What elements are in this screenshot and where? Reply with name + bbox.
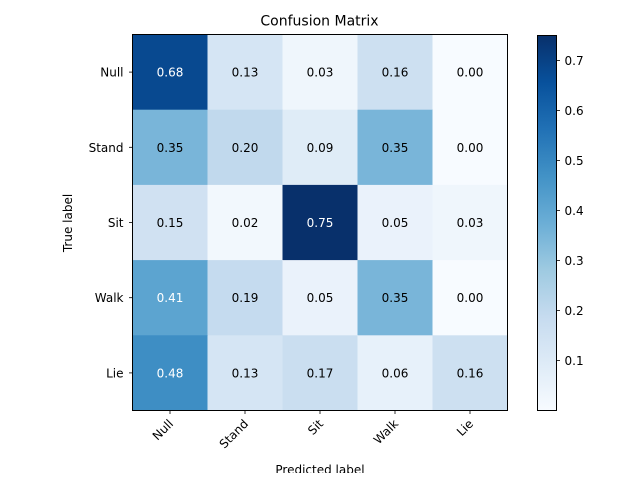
heatmap-cell [132,335,208,411]
cell-value-label: 0.16 [457,366,484,380]
cell-value-label: 0.13 [232,366,259,380]
cell-value-label: 0.13 [232,66,259,80]
cell-value-label: 0.35 [157,141,184,155]
cell-value-label: 0.05 [307,291,334,305]
heatmap-cell [207,109,283,186]
heatmap-cell [282,34,358,111]
heatmap-cell [282,184,358,261]
heatmap-cell [357,34,433,111]
cell-value-label: 0.09 [307,141,334,155]
heatmap-cell [132,34,208,111]
heatmap-cell [432,34,508,111]
colorbar-tick-label: 0.6 [565,104,584,118]
heatmap-cell [282,335,358,411]
cell-value-label: 0.02 [232,216,259,230]
colorbar [537,35,557,411]
x-tick-label: Walk [371,417,401,447]
cell-value-label: 0.16 [382,66,409,80]
heatmap-cells [132,34,508,411]
heatmap-cell [207,184,283,261]
chart-title: Confusion Matrix [260,14,378,30]
cell-value-label: 0.03 [307,66,334,80]
heatmap-cell [357,335,433,411]
heatmap-cell [432,184,508,261]
heatmap-cell [432,260,508,336]
heatmap-cell [282,260,358,336]
colorbar-tick-label: 0.5 [565,154,584,168]
heatmap-cell [432,335,508,411]
y-tick-label: Stand [89,141,124,155]
colorbar-tick-label: 0.3 [565,254,584,268]
heatmap-cell [357,184,433,261]
cell-value-label: 0.06 [382,366,409,380]
x-tick-label: Stand [217,417,252,452]
cell-value-label: 0.00 [457,291,484,305]
colorbar-tick-label: 0.1 [565,354,584,368]
colorbar-tick-label: 0.2 [565,304,584,318]
heatmap-cell [357,260,433,336]
cell-value-label: 0.20 [232,141,259,155]
heatmap-cell [132,184,208,261]
y-axis-ticks: Null Stand Sit Walk Lie [89,66,133,380]
heatmap-cell [282,109,358,186]
y-axis-label: True label [61,194,75,253]
cell-value-label: 0.68 [157,66,184,80]
y-tick-label: Lie [106,366,123,380]
heatmap-cell [432,109,508,186]
y-tick-label: Null [100,66,123,80]
cell-value-label: 0.48 [157,366,184,380]
heatmap-cell [207,34,283,111]
x-tick-label: Lie [454,417,476,439]
cell-value-label: 0.05 [382,216,409,230]
heatmap-cell [132,109,208,186]
x-axis-label: Predicted label [275,463,364,473]
colorbar-ticks: 0.1 0.2 0.3 0.4 0.5 0.6 0.7 [556,54,584,368]
cell-value-label: 0.35 [382,141,409,155]
cell-value-label: 0.17 [307,366,334,380]
x-tick-label: Sit [305,417,326,438]
cell-value-label: 0.15 [157,216,184,230]
heatmap-cell [132,260,208,336]
x-tick-label: Null [150,417,176,443]
colorbar-tick-label: 0.4 [565,204,584,218]
cell-value-label: 0.00 [457,141,484,155]
y-tick-label: Walk [95,291,124,305]
cell-value-label: 0.19 [232,291,259,305]
colorbar-tick-label: 0.7 [565,54,584,68]
cell-value-label: 0.35 [382,291,409,305]
cell-value-label: 0.41 [157,291,184,305]
heatmap-cell [207,335,283,411]
y-tick-label: Sit [108,216,124,230]
cell-value-label: 0.03 [457,216,484,230]
x-axis-ticks: Null Stand Sit Walk Lie [150,410,476,452]
heatmap-cell-labels: 0.68 0.13 0.03 0.16 0.00 0.35 0.20 0.09 0.35 0.00… [157,66,484,381]
heatmap-cell [207,260,283,336]
heatmap-cell [357,109,433,186]
cell-value-label: 0.00 [457,66,484,80]
cell-value-label: 0.75 [307,216,334,230]
